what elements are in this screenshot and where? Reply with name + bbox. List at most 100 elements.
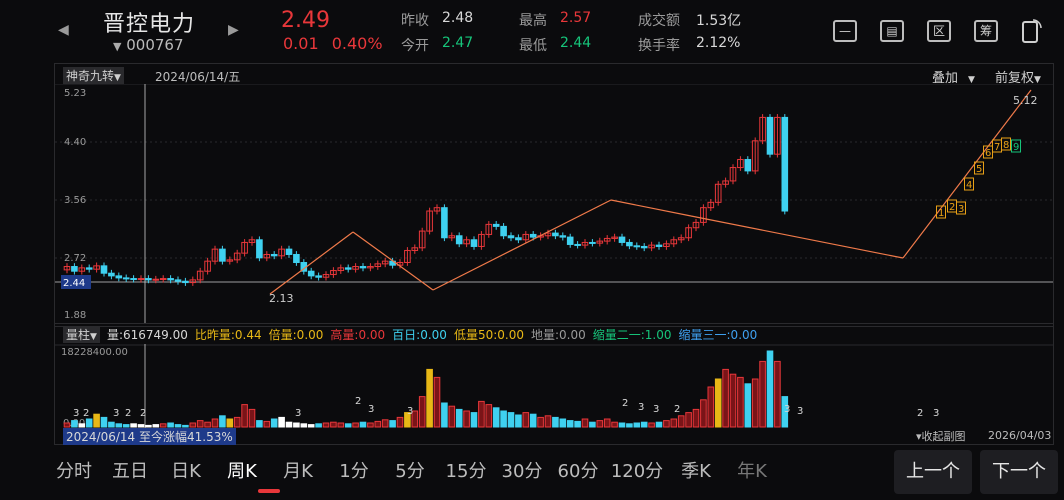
volume-bar [522, 412, 530, 428]
candle-body [71, 266, 78, 272]
candle-body [737, 159, 744, 169]
volume-bar [744, 383, 752, 428]
candle-body [270, 253, 278, 257]
stock-code-row[interactable]: ▼ 000767 [113, 36, 184, 54]
nine-turn-box [1001, 137, 1011, 151]
volume-stat: 量:616749.00 [106, 328, 188, 342]
minus-icon[interactable]: — [833, 20, 857, 42]
volume-marker: 3 [797, 406, 803, 417]
tab-period[interactable]: 1分 [339, 461, 369, 482]
volume-bar [285, 421, 293, 428]
tab-period[interactable]: 年K [737, 461, 767, 482]
chip-icon[interactable]: 筹 [974, 20, 998, 42]
prev-stock-icon[interactable]: ◀ [58, 22, 69, 38]
candle-body [544, 232, 552, 237]
collapse-subchart-button[interactable]: ▾收起副图 [916, 428, 966, 444]
volume-indicator-selector[interactable]: 量柱▼ [63, 326, 100, 343]
stock-name: 晋控电力 [103, 12, 196, 37]
volume-marker: 2 [674, 404, 680, 415]
nine-turn-box [936, 205, 946, 219]
volume-marker: 3 [653, 404, 659, 415]
stat-value: 2.44 [560, 35, 592, 51]
volume-stat: 百日:0.00 [392, 328, 447, 342]
candle-body [337, 267, 345, 272]
candle-body [352, 266, 359, 270]
candle-body [130, 278, 137, 281]
nine-turn-label: 6 [985, 148, 991, 159]
screen-icon[interactable]: ▤ [880, 20, 904, 42]
tab-period[interactable]: 60分 [557, 461, 599, 482]
volume-bar [633, 422, 641, 428]
volume-bar [226, 418, 234, 428]
candle-body [492, 223, 500, 227]
candle-body [182, 280, 189, 284]
cursor-date: 2024/06/14/五 [155, 70, 241, 84]
adjust-selector[interactable]: 前复权▼ [995, 67, 1041, 86]
volume-bar [204, 421, 211, 428]
candle-body [167, 278, 174, 281]
region-icon[interactable]: 区 [927, 20, 951, 42]
volume-panel[interactable] [54, 323, 1054, 445]
candle-body [196, 270, 204, 281]
tab-period[interactable]: 30分 [501, 461, 543, 482]
volume-bar [492, 407, 500, 428]
candle-body [63, 266, 71, 271]
candle-body [759, 116, 766, 142]
volume-bar [529, 413, 537, 428]
candle-body [722, 180, 729, 185]
volume-bar [751, 378, 759, 428]
nine-turn-box [956, 201, 966, 215]
price-change: 0.01 [283, 34, 319, 53]
overlay-label: 叠加 [932, 71, 959, 86]
collapse-label: 收起副图 [921, 430, 966, 443]
tab-period[interactable]: 分时 [56, 461, 92, 482]
candle-body [707, 201, 715, 209]
kline-panel[interactable] [54, 63, 1054, 327]
volume-bar [441, 402, 448, 428]
volume-bar [433, 376, 441, 428]
candle-body [766, 116, 774, 155]
volume-marker: 2 [125, 408, 131, 419]
candle-body [670, 239, 678, 245]
volume-bar [374, 420, 382, 428]
candle-body [640, 245, 648, 249]
trend-line [690, 215, 904, 259]
overlay-selector[interactable]: 叠加 ▼ [932, 67, 975, 86]
prev-button[interactable]: 上一个 [894, 450, 972, 494]
tab-period-active[interactable]: 周K [227, 461, 257, 482]
volume-bar [359, 421, 367, 428]
tab-period[interactable]: 五日 [112, 461, 148, 482]
tab-period[interactable]: 15分 [445, 461, 487, 482]
tab-period[interactable]: 5分 [395, 461, 425, 482]
next-stock-icon[interactable]: ▶ [228, 22, 239, 38]
candle-body [700, 207, 707, 223]
tab-period[interactable]: 月K [283, 461, 313, 482]
candle-body [367, 266, 374, 269]
volume-bar [759, 360, 766, 428]
price-axis-label: 5.23 [64, 88, 86, 99]
volume-marker: 2 [83, 408, 89, 419]
candle-body [322, 274, 330, 278]
tab-period[interactable]: 日K [171, 461, 201, 482]
indicator-selector[interactable]: 神奇九转▼ [63, 67, 124, 84]
volume-bar [655, 421, 663, 428]
candle-body [618, 236, 626, 243]
volume-bar [293, 422, 300, 428]
volume-bar [211, 418, 219, 428]
candle-body [685, 227, 692, 239]
volume-bar [603, 418, 611, 428]
tab-period[interactable]: 季K [681, 461, 711, 482]
volume-bar [93, 413, 100, 428]
candle-body [589, 241, 596, 244]
candle-body [263, 253, 271, 259]
next-button[interactable]: 下一个 [980, 450, 1058, 494]
tab-period[interactable]: 120分 [610, 461, 664, 482]
dropdown-icon: ▼ [114, 73, 121, 83]
trend-line [432, 199, 612, 291]
candle-body [189, 279, 197, 284]
rotate-icon[interactable] [1019, 17, 1043, 49]
candle-body [463, 239, 470, 245]
